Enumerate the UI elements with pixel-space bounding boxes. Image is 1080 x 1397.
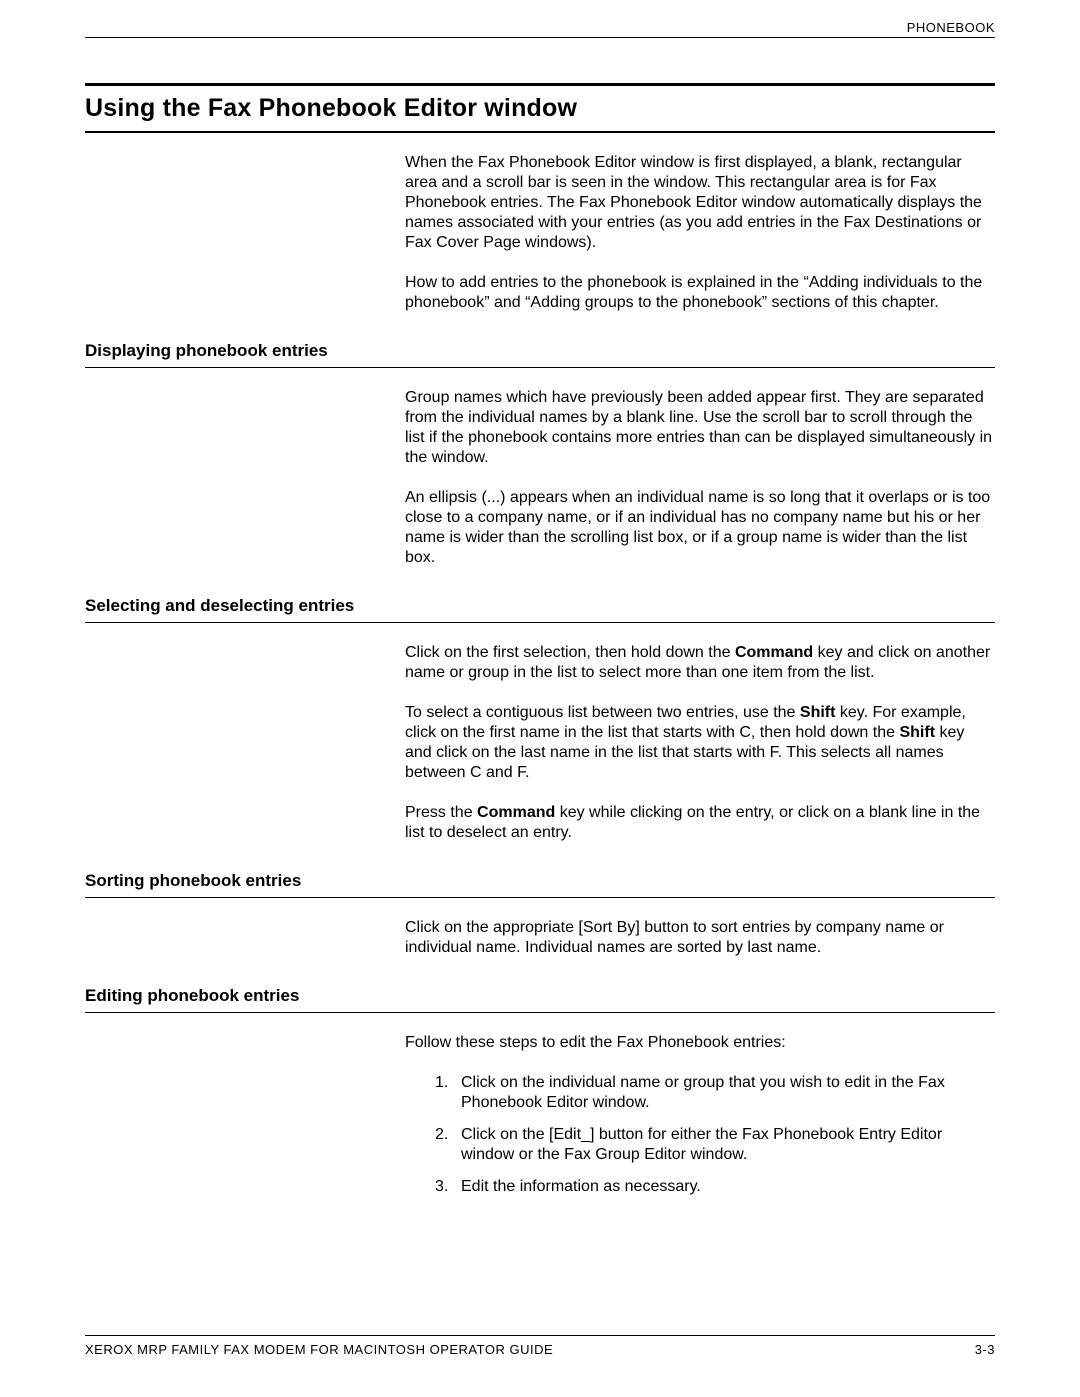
- title-block: Using the Fax Phonebook Editor window: [85, 83, 995, 133]
- selecting-para-1: Click on the first selection, then hold …: [405, 643, 995, 683]
- section-heading-selecting: Selecting and deselecting entries: [85, 596, 995, 616]
- editing-intro: Follow these steps to edit the Fax Phone…: [405, 1033, 995, 1053]
- section-editing: Editing phonebook entries Follow these s…: [85, 986, 995, 1209]
- list-text: Click on the individual name or group th…: [461, 1073, 995, 1113]
- footer-page-number: 3-3: [975, 1342, 995, 1357]
- header-block: PHONEBOOK: [85, 20, 995, 38]
- header-chapter-label: PHONEBOOK: [85, 20, 995, 35]
- intro-para-1: When the Fax Phonebook Editor window is …: [405, 153, 995, 253]
- displaying-para-2: An ellipsis (...) appears when an indivi…: [405, 488, 995, 568]
- section-heading-displaying: Displaying phonebook entries: [85, 341, 995, 361]
- section-displaying: Displaying phonebook entries Group names…: [85, 341, 995, 568]
- displaying-para-1: Group names which have previously been a…: [405, 388, 995, 468]
- section-sorting: Sorting phonebook entries Click on the a…: [85, 871, 995, 958]
- footer-rule: [85, 1335, 995, 1336]
- editing-steps-list: 1. Click on the individual name or group…: [405, 1073, 995, 1197]
- command-key-label: Command: [735, 644, 813, 661]
- list-item: 2. Click on the [Edit_] button for eithe…: [435, 1125, 995, 1165]
- page: PHONEBOOK Using the Fax Phonebook Editor…: [0, 0, 1080, 1397]
- list-number: 1.: [435, 1073, 461, 1113]
- list-text: Click on the [Edit_] button for either t…: [461, 1125, 995, 1165]
- shift-key-label: Shift: [800, 704, 836, 721]
- footer-guide-title: XEROX MRP FAMILY FAX MODEM FOR MACINTOSH…: [85, 1342, 553, 1357]
- selecting-para-2: To select a contiguous list between two …: [405, 703, 995, 783]
- title-top-rule: [85, 83, 995, 86]
- selecting-para-3: Press the Command key while clicking on …: [405, 803, 995, 843]
- list-number: 2.: [435, 1125, 461, 1165]
- shift-key-label: Shift: [899, 724, 935, 741]
- intro-block: When the Fax Phonebook Editor window is …: [85, 133, 995, 313]
- list-number: 3.: [435, 1177, 461, 1197]
- section-heading-sorting: Sorting phonebook entries: [85, 871, 995, 891]
- list-text: Edit the information as necessary.: [461, 1177, 995, 1197]
- footer: XEROX MRP FAMILY FAX MODEM FOR MACINTOSH…: [85, 1335, 995, 1357]
- intro-para-2: How to add entries to the phonebook is e…: [405, 273, 995, 313]
- list-item: 3. Edit the information as necessary.: [435, 1177, 995, 1197]
- page-title: Using the Fax Phonebook Editor window: [85, 94, 995, 123]
- list-item: 1. Click on the individual name or group…: [435, 1073, 995, 1113]
- sorting-para-1: Click on the appropriate [Sort By] butto…: [405, 918, 995, 958]
- command-key-label: Command: [477, 804, 555, 821]
- section-heading-editing: Editing phonebook entries: [85, 986, 995, 1006]
- section-selecting: Selecting and deselecting entries Click …: [85, 596, 995, 843]
- header-rule: [85, 37, 995, 38]
